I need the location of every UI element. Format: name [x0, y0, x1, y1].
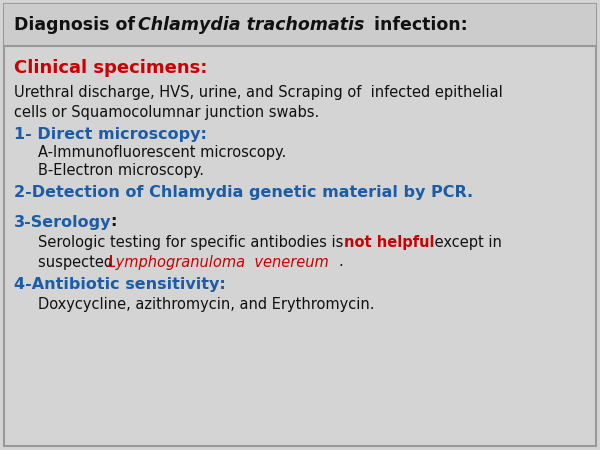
- Text: B-Electron microscopy.: B-Electron microscopy.: [38, 163, 204, 179]
- Text: :: :: [110, 215, 116, 230]
- Text: not helpful: not helpful: [344, 235, 434, 251]
- Text: Chlamydia trachomatis: Chlamydia trachomatis: [138, 16, 364, 34]
- Text: Lymphogranuloma  venereum: Lymphogranuloma venereum: [108, 255, 329, 270]
- Bar: [4, 4, 596, 46]
- Text: suspected: suspected: [38, 255, 118, 270]
- Text: Doxycycline, azithromycin, and Erythromycin.: Doxycycline, azithromycin, and Erythromy…: [38, 297, 374, 312]
- Text: A-Immunofluorescent microscopy.: A-Immunofluorescent microscopy.: [38, 145, 286, 161]
- Text: cells or Squamocolumnar junction swabs.: cells or Squamocolumnar junction swabs.: [14, 104, 319, 120]
- Text: Urethral discharge, HVS, urine, and Scraping of  infected epithelial: Urethral discharge, HVS, urine, and Scra…: [14, 86, 503, 100]
- Text: 2-Detection of Chlamydia genetic material by PCR.: 2-Detection of Chlamydia genetic materia…: [14, 185, 473, 201]
- Text: except in: except in: [430, 235, 502, 251]
- Text: Serologic testing for specific antibodies is: Serologic testing for specific antibodie…: [38, 235, 348, 251]
- Text: 3-Serology: 3-Serology: [14, 215, 112, 230]
- Text: 1- Direct microscopy:: 1- Direct microscopy:: [14, 126, 207, 141]
- Text: .: .: [338, 255, 343, 270]
- Text: Diagnosis of: Diagnosis of: [14, 16, 141, 34]
- Text: infection:: infection:: [368, 16, 468, 34]
- Text: Clinical specimens:: Clinical specimens:: [14, 59, 208, 77]
- Text: 4-Antibiotic sensitivity:: 4-Antibiotic sensitivity:: [14, 276, 226, 292]
